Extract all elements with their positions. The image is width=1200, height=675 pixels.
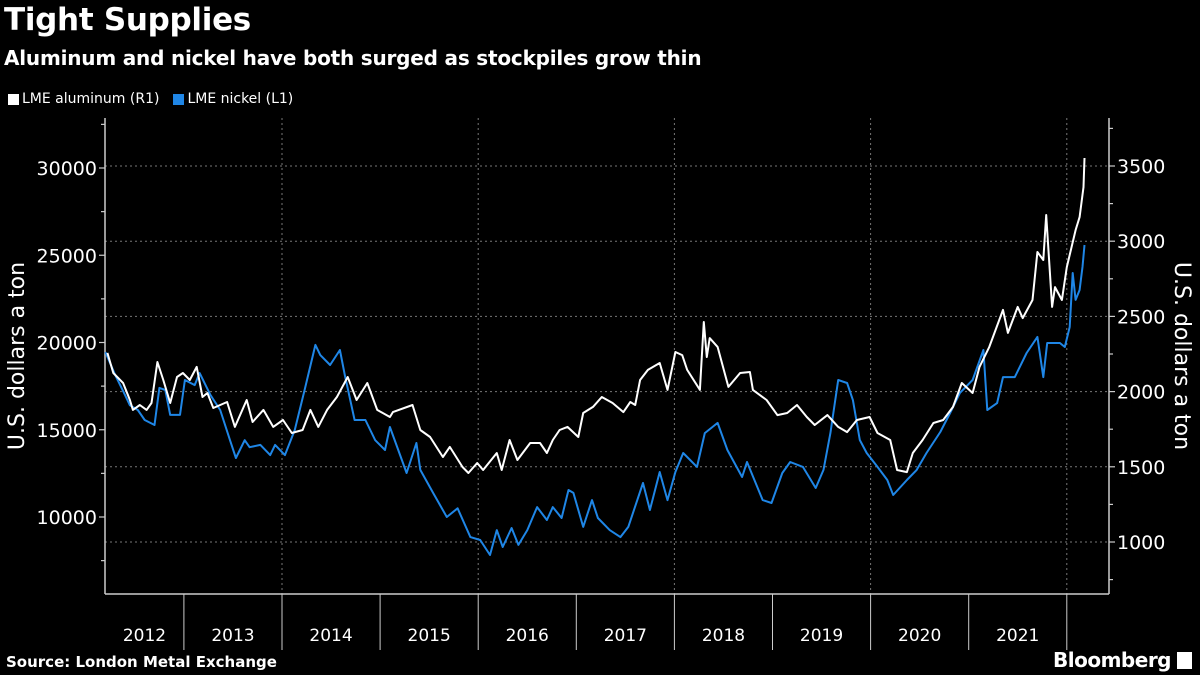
x-tick-label: 2013 bbox=[211, 626, 254, 646]
nickel-series-line bbox=[104, 244, 1086, 556]
right-axis-title: U.S. dollars a ton bbox=[1169, 262, 1194, 450]
right-tick-label: 1500 bbox=[1117, 457, 1165, 479]
x-tick-label: 2016 bbox=[506, 626, 549, 646]
chart-title: Tight Supplies bbox=[4, 2, 251, 38]
x-tick-label: 2017 bbox=[604, 626, 647, 646]
right-tick-label: 3000 bbox=[1117, 231, 1165, 253]
x-tick-label: 2014 bbox=[309, 626, 352, 646]
legend-item-aluminum: LME aluminum (R1) bbox=[8, 91, 159, 107]
legend-swatch-aluminum bbox=[8, 93, 19, 105]
x-tick-label: 2015 bbox=[408, 626, 451, 646]
x-tick-label: 2018 bbox=[702, 626, 745, 646]
legend-swatch-nickel bbox=[173, 93, 185, 105]
right-tick-label: 2500 bbox=[1117, 306, 1165, 328]
legend-label-aluminum: LME aluminum (R1) bbox=[22, 91, 160, 107]
x-tick-label: 2012 bbox=[123, 626, 166, 646]
left-tick-label: 15000 bbox=[37, 420, 97, 442]
right-tick-label: 1000 bbox=[1117, 532, 1165, 554]
right-tick-label: 3500 bbox=[1117, 156, 1165, 178]
left-tick-label: 20000 bbox=[37, 333, 97, 355]
left-tick-label: 25000 bbox=[37, 245, 97, 267]
source-note: Source: London Metal Exchange bbox=[6, 653, 277, 671]
logo-text: Bloomberg bbox=[1053, 648, 1171, 672]
x-tick-label: 2019 bbox=[800, 626, 843, 646]
chart-subtitle: Aluminum and nickel have both surged as … bbox=[4, 46, 702, 70]
legend-item-nickel: LME nickel (L1) bbox=[173, 91, 293, 107]
legend-label-nickel: LME nickel (L1) bbox=[187, 91, 294, 107]
x-tick-label: 2021 bbox=[996, 626, 1039, 646]
left-tick-label: 30000 bbox=[37, 158, 97, 180]
left-tick-label: 10000 bbox=[37, 507, 97, 529]
logo-box-icon bbox=[1177, 651, 1192, 669]
x-tick-label: 2020 bbox=[898, 626, 941, 646]
left-axis-title: U.S. dollars a ton bbox=[5, 262, 30, 450]
bloomberg-logo: Bloomberg bbox=[1053, 648, 1192, 672]
right-tick-label: 2000 bbox=[1117, 382, 1165, 404]
legend: LME aluminum (R1) LME nickel (L1) bbox=[8, 91, 293, 107]
aluminum-series-line bbox=[106, 157, 1086, 474]
